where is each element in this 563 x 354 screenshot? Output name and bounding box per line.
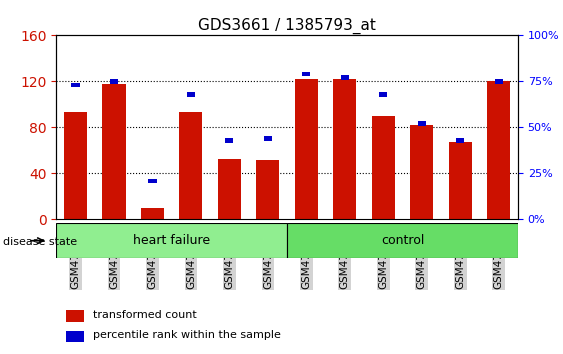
Bar	[379, 92, 387, 97]
Bar	[218, 159, 241, 219]
FancyBboxPatch shape	[56, 223, 287, 258]
Bar	[225, 138, 234, 143]
Bar	[141, 208, 164, 219]
Bar	[341, 75, 349, 80]
Bar	[264, 136, 272, 141]
Bar	[410, 125, 434, 219]
Bar	[64, 113, 87, 219]
Bar	[180, 113, 203, 219]
Bar	[295, 79, 318, 219]
Bar	[333, 79, 356, 219]
Bar	[302, 72, 310, 76]
Bar	[418, 121, 426, 126]
Bar	[256, 160, 279, 219]
Bar	[449, 142, 472, 219]
Title: GDS3661 / 1385793_at: GDS3661 / 1385793_at	[198, 18, 376, 34]
Text: percentile rank within the sample: percentile rank within the sample	[93, 330, 281, 341]
Text: control: control	[381, 234, 425, 247]
Text: transformed count: transformed count	[93, 310, 197, 320]
Bar	[456, 138, 464, 143]
Bar	[495, 79, 503, 84]
Bar	[65, 310, 84, 321]
Bar	[65, 331, 84, 342]
Bar	[187, 92, 195, 97]
Bar	[102, 84, 126, 219]
Bar	[149, 178, 157, 183]
FancyBboxPatch shape	[287, 223, 518, 258]
Bar	[72, 83, 79, 87]
Text: heart failure: heart failure	[133, 234, 210, 247]
Bar	[487, 81, 510, 219]
Bar	[372, 116, 395, 219]
Bar	[110, 79, 118, 84]
Text: disease state: disease state	[3, 238, 77, 247]
